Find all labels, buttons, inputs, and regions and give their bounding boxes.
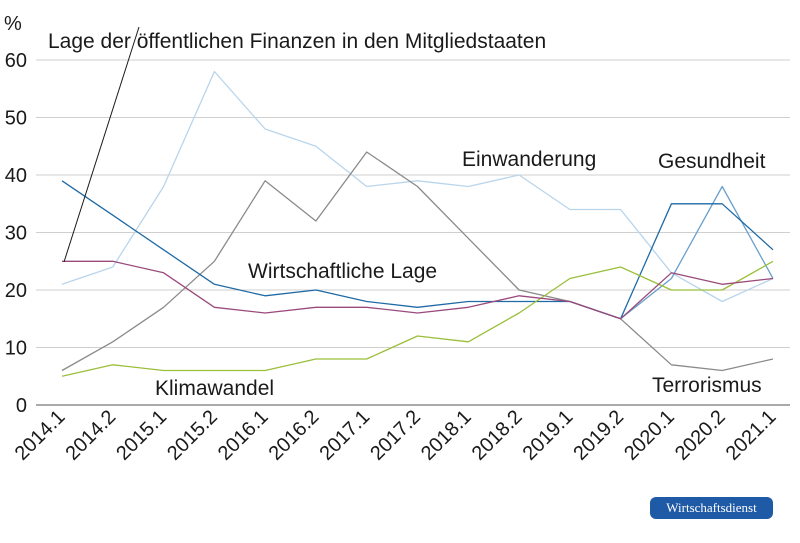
annotation-gesundheit: Gesundheit [658, 150, 766, 173]
annotation-wirtschaftliche-lage: Wirtschaftliche Lage [248, 260, 437, 283]
x-tick-labels: 2014.12014.22015.12015.22016.12016.22017… [11, 406, 781, 465]
annotation-finanzen: Lage der öffentlichen Finanzen in den Mi… [48, 30, 546, 53]
x-tick-label: 2015.1 [112, 406, 171, 465]
gridlines [36, 59, 790, 406]
y-tick-label: 20 [5, 280, 27, 302]
annotation-einwanderung: Einwanderung [462, 148, 596, 171]
x-tick-label: 2019.1 [519, 406, 578, 465]
annotation-terrorismus: Terrorismus [652, 374, 762, 397]
y-tick-label: 60 [5, 50, 27, 72]
x-tick-label: 2017.2 [366, 406, 425, 465]
y-axis-unit-label: % [4, 13, 22, 35]
series-lines [61, 70, 774, 377]
publisher-badge: Wirtschaftsdienst [650, 497, 773, 519]
y-tick-label: 30 [5, 223, 27, 245]
series-line-3 [61, 180, 774, 320]
x-tick-label: 2018.1 [417, 406, 476, 465]
series-line-1 [61, 151, 774, 372]
y-tick-label: 10 [5, 338, 27, 360]
x-tick-label: 2020.2 [671, 406, 730, 465]
series-line-4 [61, 260, 774, 377]
series-line-0 [61, 70, 774, 303]
y-tick-label: 50 [5, 108, 27, 130]
x-tick-label: 2019.2 [569, 406, 628, 465]
x-tick-label: 2018.2 [468, 406, 527, 465]
x-tick-label: 2017.1 [315, 406, 374, 465]
finanzen-callout-line [63, 26, 140, 263]
y-tick-label: 0 [16, 395, 27, 417]
x-tick-label: 2014.2 [62, 406, 121, 465]
x-tick-label: 2016.1 [214, 406, 273, 465]
y-tick-labels: 0 10 20 30 40 50 60 [5, 50, 27, 417]
y-tick-label: 40 [5, 165, 27, 187]
x-tick-label: 2021.1 [722, 406, 781, 465]
x-tick-label: 2016.2 [265, 406, 324, 465]
annotation-klimawandel: Klimawandel [155, 377, 274, 400]
x-tick-label: 2020.1 [620, 406, 679, 465]
x-tick-label: 2015.2 [163, 406, 222, 465]
series-line-2 [620, 185, 774, 320]
series-line-5 [62, 260, 774, 320]
